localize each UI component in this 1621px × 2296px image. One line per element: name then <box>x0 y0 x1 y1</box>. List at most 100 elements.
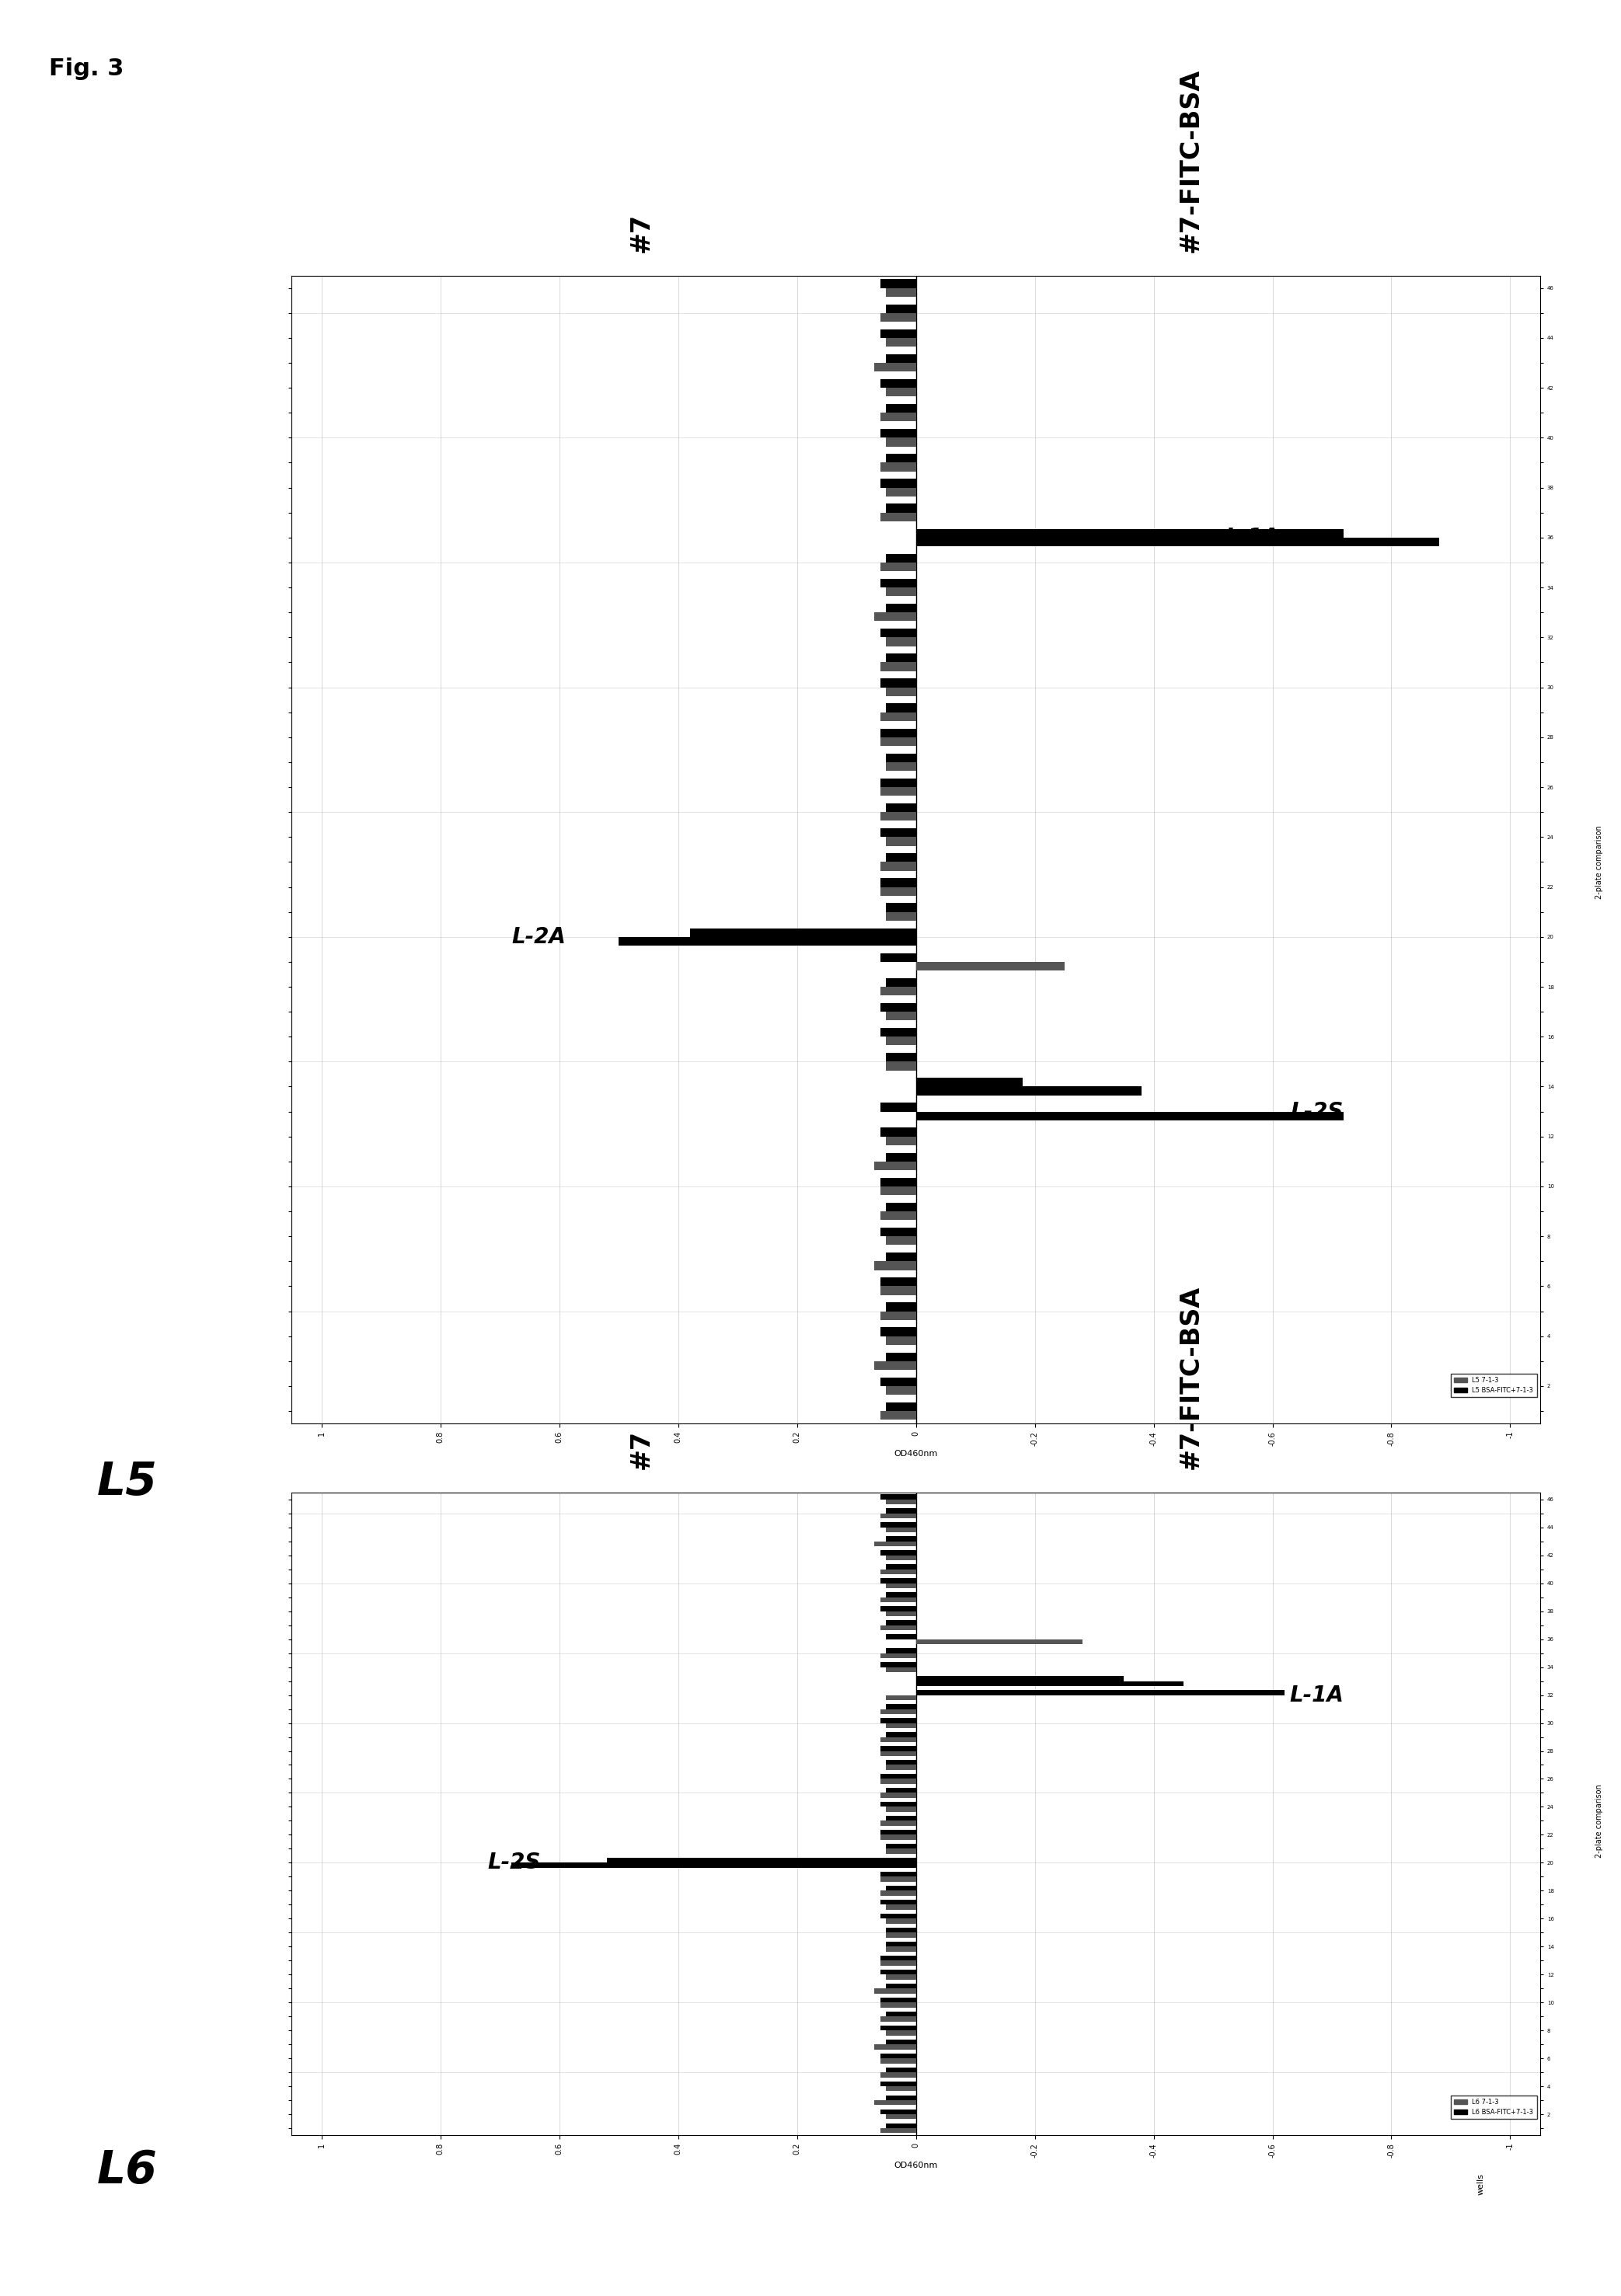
Text: #7: #7 <box>629 214 655 253</box>
Bar <box>880 1775 916 1779</box>
Bar <box>880 280 916 287</box>
Bar <box>887 588 916 597</box>
Bar <box>880 2073 916 2078</box>
Bar <box>887 2096 916 2101</box>
Bar <box>880 379 916 388</box>
Bar <box>619 937 916 946</box>
Bar <box>887 753 916 762</box>
Bar <box>887 1584 916 1589</box>
Bar <box>916 1086 1141 1095</box>
Bar <box>880 563 916 572</box>
Bar <box>887 354 916 363</box>
Bar <box>880 1793 916 1798</box>
Text: L-2S: L-2S <box>488 1853 541 1874</box>
Bar <box>916 962 1065 971</box>
Bar <box>691 928 916 937</box>
Bar <box>887 1387 916 1394</box>
Bar <box>880 1495 916 1499</box>
Bar <box>887 762 916 771</box>
Bar <box>880 1607 916 1612</box>
Bar <box>880 1568 916 1575</box>
Bar <box>887 604 916 613</box>
Bar <box>887 1885 916 1890</box>
Bar <box>880 1956 916 1961</box>
Bar <box>887 2124 916 2128</box>
Bar <box>887 1844 916 1848</box>
Bar <box>880 1835 916 1839</box>
Text: wells: wells <box>1477 1499 1485 1522</box>
Text: L-1A: L-1A <box>1225 526 1279 549</box>
Bar <box>880 661 916 670</box>
Text: L-1A: L-1A <box>1290 1685 1344 1706</box>
Bar <box>887 1336 916 1345</box>
Bar <box>916 1681 1183 1685</box>
Bar <box>880 1779 916 1784</box>
Bar <box>880 987 916 996</box>
Bar <box>880 1522 916 1527</box>
Text: #7-FITC-BSA: #7-FITC-BSA <box>1177 1286 1203 1469</box>
Bar <box>887 1919 916 1924</box>
Bar <box>887 654 916 661</box>
Bar <box>880 877 916 886</box>
Bar <box>887 455 916 464</box>
Bar <box>880 1970 916 1975</box>
Bar <box>880 1178 916 1187</box>
Bar <box>880 1577 916 1584</box>
Bar <box>880 788 916 797</box>
Bar <box>887 978 916 987</box>
Bar <box>880 1598 916 1603</box>
Bar <box>880 579 916 588</box>
Bar <box>880 2060 916 2064</box>
Bar <box>887 1848 916 1853</box>
Bar <box>887 1254 916 1261</box>
Bar <box>880 1998 916 2002</box>
Bar <box>887 1352 916 1362</box>
Bar <box>916 1676 1123 1681</box>
Bar <box>887 1766 916 1770</box>
Bar <box>880 728 916 737</box>
Bar <box>887 1984 916 1988</box>
Bar <box>880 1550 916 1554</box>
Bar <box>887 687 916 696</box>
Bar <box>887 1667 916 1671</box>
Bar <box>880 1915 916 1919</box>
Bar <box>880 1228 916 1235</box>
Bar <box>880 512 916 521</box>
Bar <box>880 1653 916 1658</box>
Bar <box>887 1942 916 1947</box>
Bar <box>887 1061 916 1070</box>
Bar <box>887 912 916 921</box>
Bar <box>880 1513 916 1518</box>
Bar <box>887 1013 916 1019</box>
Text: Fig. 3: Fig. 3 <box>49 57 123 80</box>
Bar <box>880 464 916 471</box>
Bar <box>887 1704 916 1708</box>
Bar <box>887 1933 916 1938</box>
Bar <box>880 1738 916 1743</box>
Bar <box>880 2016 916 2020</box>
Bar <box>887 1054 916 1061</box>
Bar <box>880 712 916 721</box>
Text: L-2A: L-2A <box>512 925 566 948</box>
Bar <box>874 2101 916 2105</box>
Bar <box>880 1029 916 1038</box>
Bar <box>880 1626 916 1630</box>
Bar <box>880 1899 916 1906</box>
Bar <box>874 1541 916 1545</box>
Bar <box>880 1212 916 1219</box>
Bar <box>606 1857 916 1862</box>
Bar <box>880 1003 916 1013</box>
Bar <box>874 613 916 622</box>
Bar <box>887 1203 916 1212</box>
Bar <box>887 487 916 496</box>
Bar <box>887 1508 916 1513</box>
Bar <box>887 804 916 813</box>
Bar <box>880 1802 916 1807</box>
Bar <box>874 1988 916 1993</box>
Bar <box>887 1499 916 1504</box>
Bar <box>880 1708 916 1713</box>
Bar <box>887 1554 916 1561</box>
Bar <box>880 1717 916 1722</box>
Bar <box>887 2030 916 2034</box>
Legend: L6 7-1-3, L6 BSA-FITC+7-1-3: L6 7-1-3, L6 BSA-FITC+7-1-3 <box>1451 2096 1537 2119</box>
